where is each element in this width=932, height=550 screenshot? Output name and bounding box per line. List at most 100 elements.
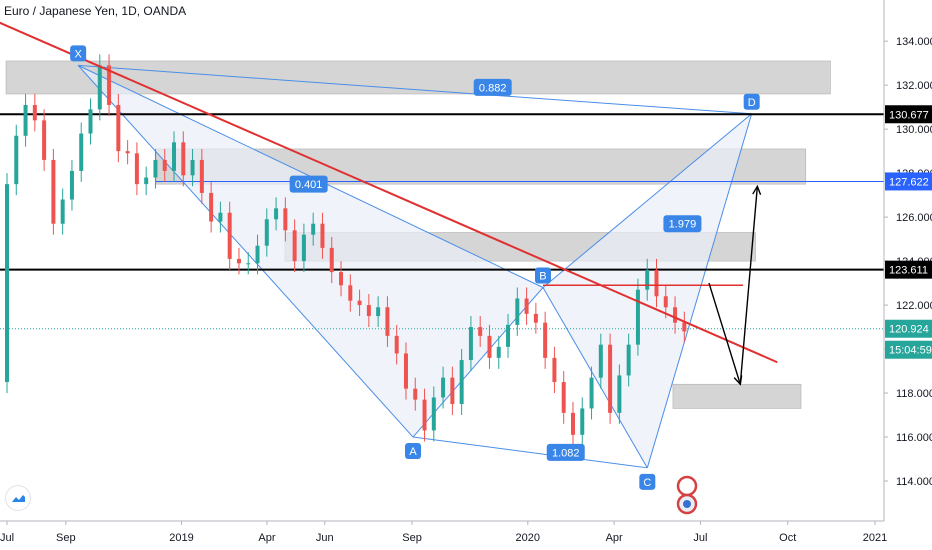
ratio-label: 0.882: [479, 82, 507, 94]
candle-body: [255, 245, 260, 264]
candle-body: [431, 397, 436, 431]
point-label-bg: [639, 473, 656, 490]
candle-body: [292, 230, 297, 262]
trendline: [0, 21, 778, 364]
candle-body: [14, 135, 19, 185]
ratio-label: 1.082: [552, 447, 580, 459]
candle-body: [329, 247, 334, 273]
candle-body: [348, 285, 353, 301]
projection-arrow: [708, 184, 762, 386]
candle-body: [654, 269, 659, 297]
pattern-triangle: [78, 65, 543, 438]
candle-body: [88, 109, 93, 134]
x-tick-label: Jun: [316, 532, 334, 544]
candle-body: [153, 159, 158, 178]
author-avatar-icon: [676, 475, 698, 515]
candle-body: [552, 357, 557, 383]
arrow-head-up: [752, 184, 762, 195]
candle-body: [246, 263, 251, 265]
candle-body: [506, 324, 511, 347]
candle-body: [162, 159, 167, 171]
price-label: 123.611: [889, 265, 928, 277]
candle-body: [79, 133, 84, 171]
x-tick-label: Sep: [56, 532, 76, 544]
point-label-bg: [534, 267, 551, 284]
pattern-leg-XA: [77, 65, 414, 438]
candle-body: [376, 307, 381, 317]
arrow-head-down: [733, 375, 743, 386]
price-label: 130.677: [889, 109, 929, 121]
candle-body: [181, 142, 186, 176]
x-tick-label: 2020: [516, 532, 540, 544]
pattern-point-labels: X A B C D: [70, 45, 760, 490]
y-tick-label: 118.000: [896, 388, 932, 400]
candle-body: [23, 104, 28, 136]
candle-body: [227, 212, 232, 259]
x-tick-label: 2019: [169, 532, 193, 544]
candle-body: [487, 335, 492, 358]
candle-body: [580, 408, 585, 435]
candle-body: [274, 208, 279, 220]
candle-body: [366, 305, 371, 317]
candle-body: [172, 142, 177, 171]
ratio-label: 1.979: [669, 219, 697, 231]
x-tick-label: Jul: [693, 532, 707, 544]
candle-body: [209, 192, 214, 222]
candle-body: [311, 223, 316, 235]
pattern-leg-BC: [542, 287, 648, 469]
y-tick-label: 130.000: [896, 124, 932, 136]
point-label-bg: [70, 45, 87, 62]
ratio-label-bg: [546, 443, 585, 461]
point-label-bg: [743, 93, 760, 110]
candle-body: [459, 360, 464, 405]
candle-body: [190, 159, 195, 176]
pattern-leg-XD: [78, 64, 752, 115]
y-tick-label: 116.000: [896, 432, 932, 444]
candle-body: [450, 377, 455, 405]
candle-body: [468, 327, 473, 361]
candle-body: [357, 300, 362, 306]
point-label-B: B: [539, 270, 546, 282]
candle-body: [403, 353, 408, 389]
candle-body: [42, 120, 47, 160]
zone: [672, 383, 802, 409]
ratio-label-bg: [473, 78, 512, 96]
pattern-leg-CD: [646, 113, 753, 468]
y-tick-label: 126.000: [896, 212, 932, 224]
price-label-bg: [885, 105, 932, 124]
candle-body: [134, 153, 139, 185]
candle-body: [51, 159, 56, 224]
price-label-bg: [885, 260, 932, 279]
pattern-leg-AC: [412, 436, 648, 469]
y-tick-label: 114.000: [896, 476, 932, 488]
candle-body: [496, 346, 501, 358]
candle-body: [199, 159, 204, 193]
candle-body: [301, 234, 306, 262]
candle-body: [320, 223, 325, 248]
point-label-X: X: [74, 48, 82, 60]
candle-body: [116, 104, 121, 152]
candle-body: [617, 375, 622, 413]
candle-body: [561, 382, 566, 413]
price-label: 120.924: [889, 324, 929, 336]
candle-body: [107, 65, 112, 105]
candle-body: [264, 219, 269, 246]
candle-body: [97, 65, 102, 110]
horizontal-levels: [0, 113, 884, 330]
tradingview-logo[interactable]: [6, 486, 30, 510]
point-label-C: C: [643, 477, 651, 489]
candle-body: [543, 322, 548, 358]
candle-body: [663, 296, 668, 308]
y-tick-label: 132.000: [896, 80, 932, 92]
x-tick-label: Apr: [606, 532, 623, 544]
x-tick-label: Oct: [779, 532, 796, 544]
ratio-label-bg: [663, 215, 702, 233]
candle-body: [394, 335, 399, 354]
candle-body: [533, 313, 538, 323]
candle-body: [60, 199, 65, 224]
x-tick-label: Apr: [258, 532, 275, 544]
candle-body: [413, 388, 418, 400]
ratio-label: 0.401: [295, 179, 323, 191]
candle-body: [635, 289, 640, 345]
